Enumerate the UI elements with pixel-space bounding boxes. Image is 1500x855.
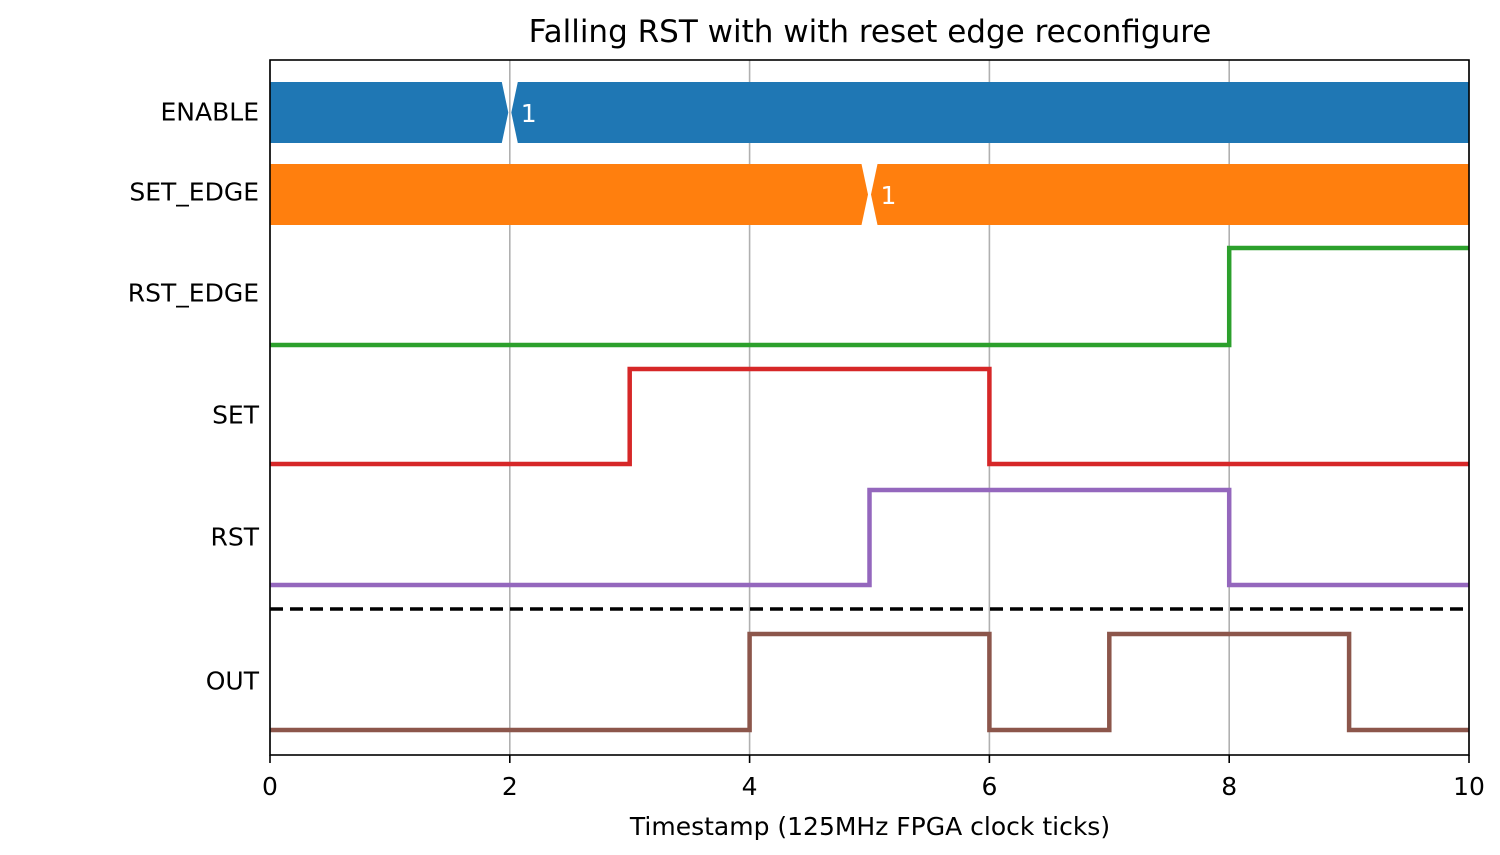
out-trace (270, 631, 1469, 733)
signal-label-enable: ENABLE (161, 98, 259, 127)
x-tick-label-1: 2 (502, 772, 518, 801)
set_edge-bus-segment-0 (270, 164, 868, 225)
signal-labels: ENABLE SET_EDGE RST_EDGE SET RST OUT (128, 98, 260, 696)
enable-bus-segment-1 (511, 82, 1469, 143)
x-tick-label-0: 0 (262, 772, 278, 801)
signal-label-out: OUT (206, 667, 260, 696)
enable-bus-value: 1 (521, 99, 537, 128)
chart-title: Falling RST with with reset edge reconfi… (529, 14, 1212, 50)
x-tick-label-3: 6 (981, 772, 997, 801)
set-trace (270, 366, 1469, 467)
rst-trace (270, 487, 1469, 588)
set_edge-bus-segment-1 (871, 164, 1469, 225)
signal-label-rst-edge: RST_EDGE (128, 279, 259, 308)
x-axis-label: Timestamp (125MHz FPGA clock ticks) (629, 812, 1110, 841)
enable-bus-segment-0 (270, 82, 509, 143)
plot-frame (269, 59, 1470, 756)
signal-label-set: SET (212, 401, 260, 430)
rst-edge-trace (270, 245, 1469, 348)
signal-label-rst: RST (210, 523, 259, 552)
x-tick-label-4: 8 (1221, 772, 1237, 801)
x-tick-label-2: 4 (742, 772, 758, 801)
signal-label-set-edge: SET_EDGE (129, 178, 259, 207)
signal-traces: 11 (270, 82, 1469, 733)
x-tick-label-5: 10 (1453, 772, 1485, 801)
set_edge-bus-value: 1 (881, 181, 897, 210)
x-axis-ticks: 0 2 4 6 8 10 (262, 755, 1485, 801)
